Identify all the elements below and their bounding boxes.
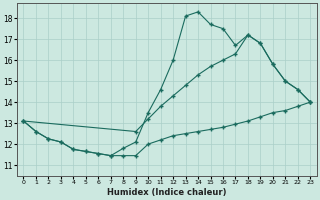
X-axis label: Humidex (Indice chaleur): Humidex (Indice chaleur) [107,188,227,197]
